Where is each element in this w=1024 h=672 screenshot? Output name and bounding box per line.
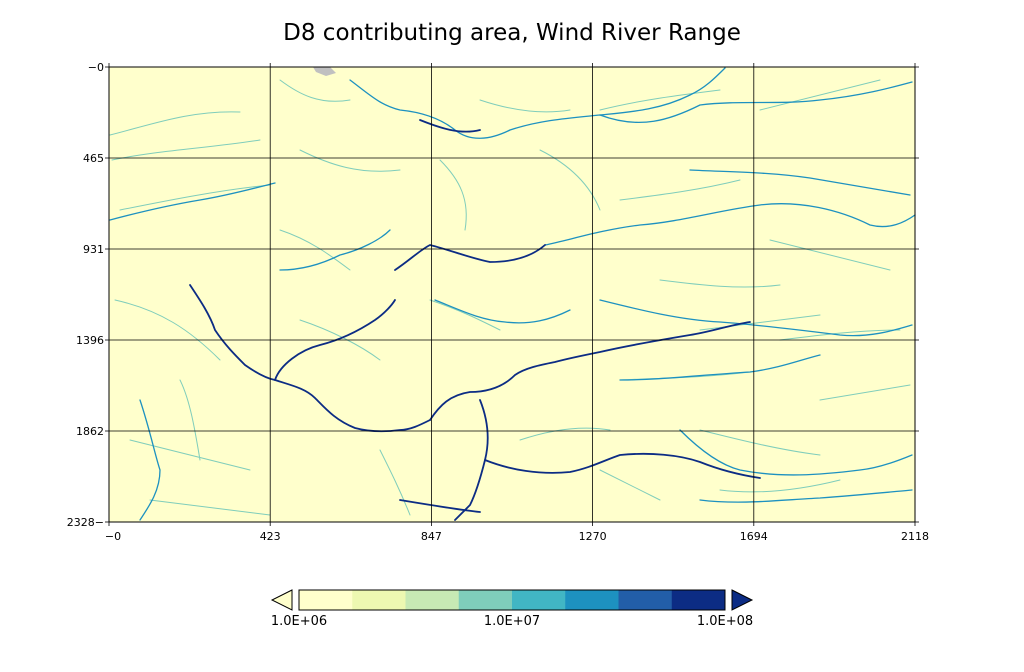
colorbar-cell xyxy=(671,590,726,610)
colorbar-cell xyxy=(299,590,353,610)
colorbar-over-triangle xyxy=(731,589,754,611)
x-tick-label: 423 xyxy=(260,530,281,543)
y-tick-label: 1396 xyxy=(76,334,104,347)
stream-network xyxy=(109,67,916,521)
colorbar-label-min: 1.0E+06 xyxy=(271,614,327,629)
x-tick-label: −0 xyxy=(105,530,121,543)
x-tick-label: 2118 xyxy=(901,530,929,543)
map-title: D8 contributing area, Wind River Range xyxy=(283,20,741,46)
colorbar-label-mid: 1.0E+07 xyxy=(484,614,540,629)
y-tick-label: 465 xyxy=(83,152,104,165)
x-tick-label: 1270 xyxy=(579,530,607,543)
y-tick-label: −0 xyxy=(88,61,104,74)
colorbar-cell xyxy=(405,590,460,610)
map-gridlines xyxy=(105,63,919,526)
colorbar-cell xyxy=(618,590,673,610)
y-tick-label: 1862 xyxy=(76,425,104,438)
colorbar-cell xyxy=(458,590,513,610)
map-plot-area xyxy=(109,67,915,522)
x-tick-label: 1694 xyxy=(740,530,768,543)
y-tick-label: 2328− xyxy=(67,516,104,529)
colorbar-cell xyxy=(512,590,566,610)
colorbar-label-max: 1.0E+08 xyxy=(697,614,753,629)
y-tick-label: 931 xyxy=(83,243,104,256)
x-tick-label: 847 xyxy=(421,530,442,543)
colorbar-cell xyxy=(352,590,406,610)
y-axis-ticks: −0 465 931 1396 1862 2328− xyxy=(67,61,104,529)
map-frame xyxy=(108,66,916,523)
colorbar-under-triangle xyxy=(270,589,293,611)
x-axis-ticks: −0 423 847 1270 1694 2118 xyxy=(105,530,929,543)
colorbar-frame xyxy=(298,589,726,611)
colorbar-cell xyxy=(565,590,619,610)
colorbar: 1.0E+06 1.0E+07 1.0E+08 xyxy=(270,589,754,629)
